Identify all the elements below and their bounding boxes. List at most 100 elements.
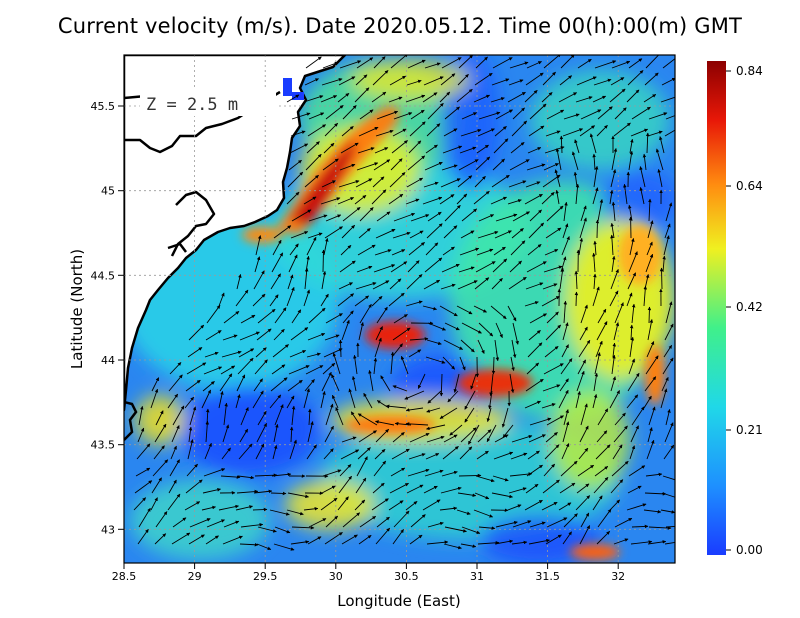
velocity-arrow bbox=[507, 504, 522, 511]
velocity-arrow bbox=[561, 236, 570, 256]
velocity-arrow bbox=[439, 305, 458, 317]
velocity-arrow bbox=[645, 472, 663, 477]
velocity-arrow bbox=[400, 355, 409, 375]
velocity-arrow bbox=[444, 322, 460, 331]
velocity-arrow bbox=[252, 507, 268, 512]
velocity-arrow bbox=[391, 448, 410, 460]
velocity-arrow bbox=[304, 78, 319, 86]
velocity-arrow bbox=[340, 244, 352, 256]
velocity-arrow bbox=[269, 394, 282, 409]
velocity-arrow bbox=[239, 331, 260, 341]
velocity-arrow bbox=[495, 213, 518, 222]
velocity-arrow bbox=[477, 128, 495, 137]
velocity-arrow bbox=[443, 339, 464, 350]
velocity-arrow bbox=[253, 270, 265, 290]
velocity-arrow bbox=[490, 97, 505, 103]
velocity-arrow bbox=[426, 123, 441, 137]
velocity-arrow bbox=[493, 138, 509, 154]
velocity-arrow bbox=[610, 376, 617, 392]
velocity-arrow bbox=[475, 261, 496, 273]
velocity-arrow bbox=[357, 447, 371, 460]
velocity-arrow bbox=[661, 492, 675, 498]
velocity-arrow bbox=[529, 209, 542, 222]
velocity-arrow bbox=[133, 497, 147, 511]
velocity-arrow bbox=[322, 469, 342, 477]
velocity-arrow bbox=[592, 286, 600, 307]
velocity-arrow bbox=[495, 322, 503, 339]
velocity-arrow bbox=[238, 348, 255, 358]
velocity-arrow bbox=[542, 384, 561, 392]
velocity-arrow bbox=[324, 334, 340, 341]
velocity-arrow bbox=[527, 450, 540, 460]
velocity-arrow bbox=[459, 446, 473, 460]
velocity-arrow bbox=[222, 424, 230, 443]
velocity-arrow bbox=[325, 313, 343, 324]
velocity-arrow bbox=[325, 105, 344, 120]
velocity-arrow bbox=[507, 199, 522, 205]
velocity-arrow bbox=[417, 373, 426, 389]
velocity-arrow bbox=[355, 178, 373, 188]
x-tick-label: 31 bbox=[470, 570, 484, 583]
velocity-arrow bbox=[324, 425, 334, 443]
velocity-arrow bbox=[609, 499, 621, 511]
velocity-arrow bbox=[543, 55, 562, 69]
velocity-arrow bbox=[623, 183, 628, 205]
velocity-arrow bbox=[529, 103, 547, 120]
velocity-arrow bbox=[594, 60, 617, 69]
velocity-arrow bbox=[136, 443, 151, 460]
velocity-arrow bbox=[388, 193, 404, 205]
velocity-arrow bbox=[406, 177, 424, 188]
velocity-arrow bbox=[273, 423, 279, 443]
velocity-arrow bbox=[286, 395, 295, 409]
velocity-arrow bbox=[526, 464, 543, 477]
velocity-arrow bbox=[542, 71, 556, 86]
velocity-arrow bbox=[631, 406, 645, 426]
velocity-arrow bbox=[592, 252, 596, 273]
velocity-arrow bbox=[545, 432, 558, 443]
velocity-arrow bbox=[425, 242, 439, 256]
velocity-arrow bbox=[665, 115, 675, 120]
velocity-arrow bbox=[648, 526, 672, 530]
velocity-arrow bbox=[254, 359, 268, 375]
velocity-arrow bbox=[427, 521, 444, 528]
velocity-arrow bbox=[611, 201, 616, 222]
velocity-arrow bbox=[356, 162, 379, 171]
velocity-arrow bbox=[456, 305, 473, 315]
velocity-arrow bbox=[405, 422, 429, 426]
velocity-arrow bbox=[477, 230, 499, 239]
velocity-arrow bbox=[409, 534, 423, 545]
velocity-arrow bbox=[595, 219, 600, 239]
velocity-arrow bbox=[493, 451, 514, 460]
velocity-arrow bbox=[218, 391, 224, 409]
velocity-arrow bbox=[253, 378, 263, 392]
velocity-arrow bbox=[546, 517, 568, 528]
velocity-arrow bbox=[609, 390, 620, 409]
velocity-arrow bbox=[614, 517, 633, 528]
velocity-arrow bbox=[477, 339, 485, 354]
velocity-arrow bbox=[580, 109, 602, 120]
velocity-arrow bbox=[308, 214, 328, 222]
velocity-arrow bbox=[167, 493, 181, 511]
velocity-arrow bbox=[628, 58, 643, 69]
plot-frame bbox=[123, 54, 676, 564]
velocity-arrow bbox=[439, 91, 451, 103]
velocity-arrow bbox=[357, 244, 376, 256]
velocity-arrow bbox=[332, 352, 341, 375]
velocity-arrow bbox=[657, 168, 663, 188]
velocity-arrow bbox=[168, 374, 183, 392]
velocity-arrow bbox=[222, 535, 243, 545]
velocity-arrow bbox=[171, 532, 191, 545]
velocity-arrow bbox=[579, 326, 588, 341]
velocity-arrow bbox=[203, 468, 226, 477]
velocity-arrow bbox=[628, 150, 634, 171]
velocity-arrow bbox=[546, 415, 564, 426]
velocity-arrow bbox=[647, 540, 667, 545]
velocity-arrow bbox=[613, 322, 620, 341]
velocity-arrow bbox=[575, 391, 581, 409]
velocity-arrow bbox=[490, 305, 507, 320]
velocity-arrow bbox=[375, 129, 394, 137]
velocity-arrow bbox=[236, 489, 259, 494]
velocity-arrow bbox=[338, 76, 356, 86]
velocity-arrow bbox=[307, 536, 322, 545]
y-tick-label: 44 bbox=[101, 354, 115, 367]
